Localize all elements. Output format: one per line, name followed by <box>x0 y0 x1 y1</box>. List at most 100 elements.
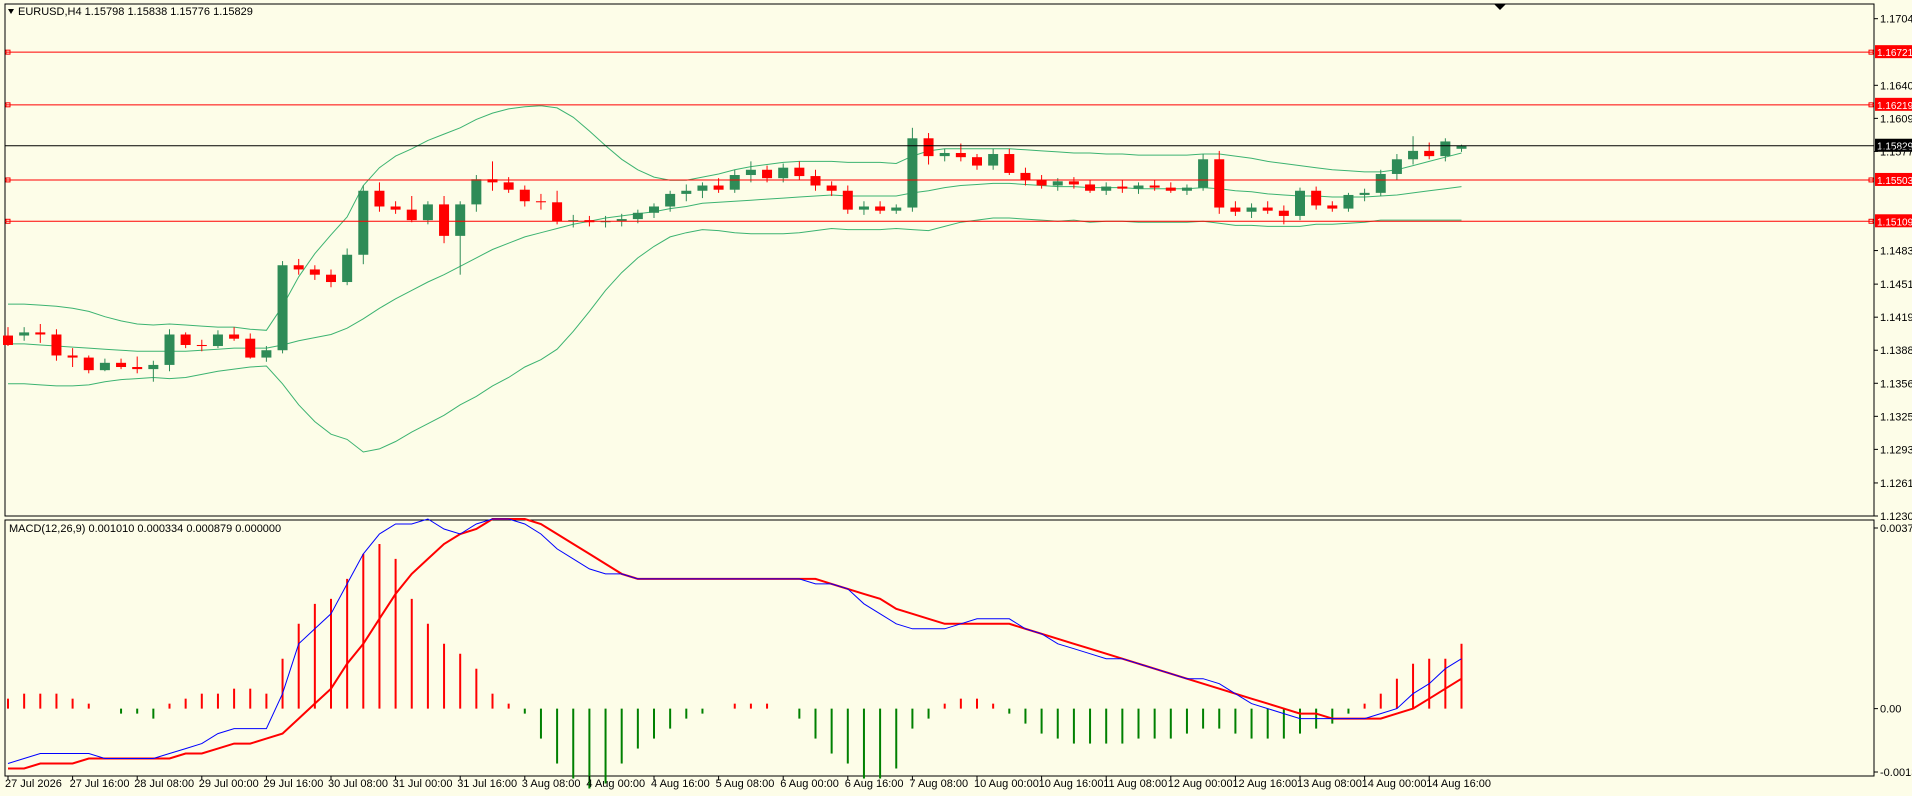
candle-body <box>455 204 466 236</box>
price-tick-label: 1.17040 <box>1880 14 1912 26</box>
candle <box>858 201 869 215</box>
candle-body <box>1149 185 1160 188</box>
price-tick-label: 1.16090 <box>1880 113 1912 125</box>
candle-body <box>3 335 13 345</box>
level-anchor-left <box>5 218 11 224</box>
bollinger-middle-line <box>8 182 1462 352</box>
candle-body <box>681 190 692 194</box>
candle <box>794 161 805 181</box>
candle <box>358 185 369 265</box>
candle <box>729 169 740 193</box>
candle <box>132 356 143 374</box>
candle <box>681 184 692 202</box>
candle-body <box>729 175 740 190</box>
price-chart <box>3 49 1874 453</box>
candle <box>406 196 417 223</box>
candle <box>245 333 256 359</box>
time-tick-label: 5 Aug 08:00 <box>716 778 775 790</box>
candle-body <box>83 357 94 371</box>
dropdown-triangle-icon[interactable] <box>8 9 14 14</box>
candle <box>1246 203 1257 219</box>
candle <box>261 346 272 362</box>
level-anchor-left <box>5 177 11 183</box>
candle <box>1262 201 1273 214</box>
candle-body <box>1262 207 1273 211</box>
candle-body <box>972 157 982 166</box>
level-anchor-right <box>1868 177 1874 183</box>
candle-body <box>1165 187 1176 191</box>
candle-body <box>1198 159 1209 188</box>
time-tick-label: 28 Jul 08:00 <box>134 778 194 790</box>
candle-body <box>148 364 159 370</box>
candle-body <box>503 182 514 190</box>
candle-body <box>180 334 191 345</box>
candle-body <box>1456 145 1467 149</box>
candle-body <box>342 254 353 283</box>
candle <box>277 261 288 354</box>
candle <box>326 269 336 288</box>
candle-body <box>568 220 579 222</box>
candle-body <box>19 332 30 336</box>
candle <box>439 196 450 244</box>
time-tick-label: 27 Jul 16:00 <box>70 778 130 790</box>
macd-main-line <box>7 518 1462 764</box>
candle <box>1440 138 1451 162</box>
candle-body <box>1052 181 1063 186</box>
price-tick-label: 1.12935 <box>1880 444 1912 456</box>
time-tick-label: 13 Aug 08:00 <box>1297 778 1362 790</box>
bollinger-lower-line <box>8 217 1462 453</box>
candle-body <box>1343 194 1354 209</box>
candle-body <box>1359 192 1370 195</box>
candle <box>51 329 62 361</box>
candle-body <box>245 338 256 358</box>
chart-shift-marker-icon[interactable] <box>1494 4 1506 10</box>
candle-body <box>1004 154 1015 173</box>
candle <box>826 181 837 196</box>
level-price-label: 1.16219 <box>1877 101 1912 112</box>
candle-body <box>1278 210 1289 216</box>
candle <box>212 330 223 349</box>
candle-body <box>1214 159 1225 208</box>
candle <box>1149 180 1160 191</box>
current-price-label: 1.15829 <box>1877 142 1912 153</box>
candle <box>180 332 191 349</box>
candle <box>1327 201 1338 212</box>
candle-body <box>1068 181 1079 185</box>
level-anchor-right <box>1868 102 1874 108</box>
candle-body <box>616 219 627 222</box>
level-price-label: 1.15503 <box>1877 176 1912 187</box>
candle-body <box>196 344 207 347</box>
level-price-tag <box>1875 172 1912 186</box>
candle-body <box>1133 185 1144 189</box>
candle-body <box>164 334 175 365</box>
candle-body <box>1246 207 1257 212</box>
candle-body <box>67 355 78 358</box>
candle <box>1424 142 1435 160</box>
symbol-header: EURUSD,H4 1.15798 1.15838 1.15776 1.1582… <box>18 6 253 18</box>
price-tick-label: 1.13565 <box>1880 378 1912 390</box>
macd-header: MACD(12,26,9) 0.001010 0.000334 0.000879… <box>9 523 281 535</box>
candle-body <box>374 190 385 207</box>
candle-body <box>1036 180 1047 186</box>
candle-body <box>261 350 272 358</box>
candle <box>1181 184 1192 195</box>
candle-body <box>390 206 401 210</box>
time-tick-label: 6 Aug 16:00 <box>845 778 904 790</box>
axes: 1.16721 1.16219 1.15503 1.15109 1.15829 1.170… <box>5 14 1912 790</box>
time-tick-label: 4 Aug 16:00 <box>651 778 710 790</box>
candle <box>1295 187 1305 221</box>
candle <box>552 190 563 225</box>
candle-body <box>1230 207 1241 212</box>
candle-body <box>293 265 304 270</box>
candle-body <box>1391 159 1402 174</box>
candle-body <box>632 212 643 220</box>
candle <box>1101 182 1112 195</box>
candle-body <box>406 209 417 221</box>
candle <box>745 161 756 183</box>
candle <box>1020 167 1031 186</box>
candle-body <box>858 206 869 210</box>
level-anchor-left <box>5 49 11 55</box>
